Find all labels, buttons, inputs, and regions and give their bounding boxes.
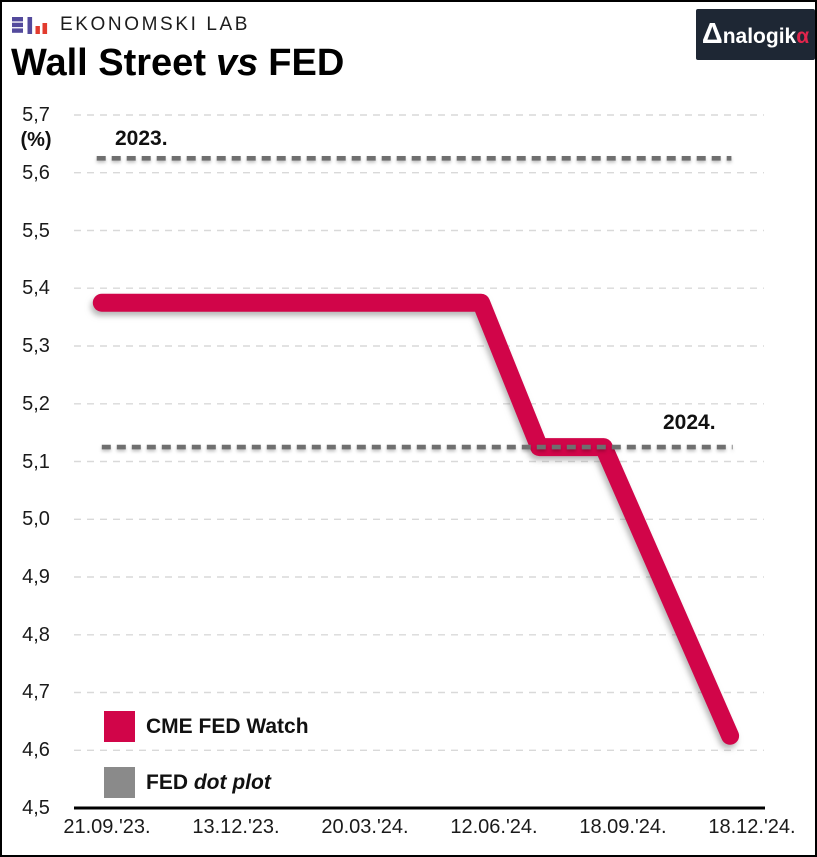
y-tick-label: 4,5 — [22, 797, 50, 819]
legend: CME FED Watch FED dot plot — [104, 711, 309, 798]
y-tick-label: 5,4 — [22, 277, 50, 299]
brand-name: EKONOMSKI LAB — [60, 14, 251, 35]
x-tick-label: 18.09.'24. — [579, 816, 667, 838]
logo-l-bar — [27, 17, 33, 34]
logo-e-bar — [12, 17, 23, 22]
y-tick-label: 4,7 — [22, 681, 50, 703]
analogika-text: nalogik — [722, 25, 797, 48]
y-tick-label: 5,5 — [22, 220, 50, 242]
header-brand-row: EKONOMSKI LAB — [12, 11, 250, 37]
y-tick-label: 5,0 — [22, 508, 50, 530]
page-title: Wall Street vs FED — [11, 42, 344, 85]
ekonomski-lab-logo-icon — [12, 17, 48, 34]
y-axis-unit-label: (%) — [20, 129, 52, 151]
y-tick-label: 5,3 — [22, 335, 50, 357]
dotplot-2024-label: 2024. — [663, 411, 716, 435]
fed-dot-plot-swatch — [104, 767, 135, 798]
cme-fed-watch-label: CME FED Watch — [146, 714, 309, 738]
fed-dot-plot-label-italic: dot plot — [193, 770, 271, 794]
x-tick-label: 21.09.'23. — [63, 816, 151, 838]
y-tick-label: 5,6 — [22, 162, 50, 184]
dotplot-2023-label: 2023. — [115, 127, 168, 151]
analogika-delta-icon: Δ — [701, 18, 723, 50]
y-tick-label: 4,6 — [22, 739, 50, 761]
fed-dot-plot-label-bold: FED — [146, 770, 188, 794]
legend-item-fed-dot-plot: FED dot plot — [104, 767, 309, 798]
y-tick-label: 5,2 — [22, 393, 50, 415]
legend-item-cme-fed-watch: CME FED Watch — [104, 711, 309, 742]
fed-dot-plot-label: FED dot plot — [146, 771, 271, 795]
logo-dot-bar — [35, 26, 40, 34]
title-vs: vs — [215, 42, 259, 84]
cme-fed-watch-swatch — [104, 711, 135, 742]
x-tick-label: 12.06.'24. — [450, 816, 538, 838]
title-part2: FED — [268, 42, 345, 84]
x-tick-label: 18.12.'24. — [708, 816, 796, 838]
title-part1: Wall Street — [11, 42, 206, 84]
logo-dot-bar — [42, 23, 48, 34]
x-tick-label: 20.03.'24. — [321, 816, 409, 838]
x-tick-label: 13.12.'23. — [192, 816, 280, 838]
logo-e-bar — [12, 22, 23, 28]
y-tick-label: 5,7 — [22, 104, 50, 126]
logo-e-bar — [12, 28, 23, 33]
y-tick-label: 5,1 — [22, 451, 50, 473]
analogika-alpha-icon: α — [796, 25, 810, 48]
y-tick-label: 4,9 — [22, 566, 50, 588]
y-tick-label: 4,8 — [22, 624, 50, 646]
